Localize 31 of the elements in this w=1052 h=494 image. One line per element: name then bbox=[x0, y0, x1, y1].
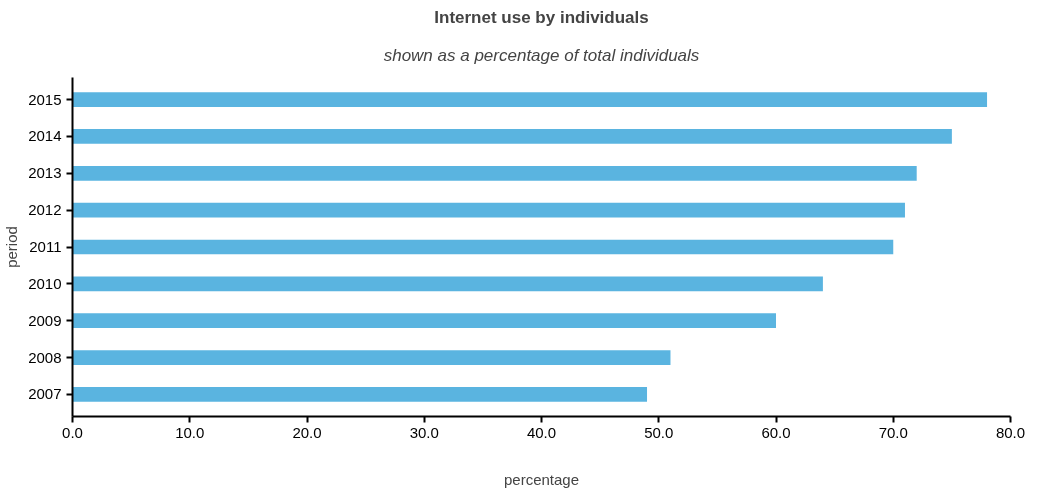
y-tick-label: 2013 bbox=[28, 164, 62, 182]
x-tick-label: 10.0 bbox=[175, 423, 205, 441]
y-tick-label: 2007 bbox=[28, 385, 62, 403]
y-tick-label: 2008 bbox=[28, 348, 62, 366]
bar bbox=[72, 276, 823, 292]
bar bbox=[72, 239, 894, 255]
y-tick-label: 2015 bbox=[28, 90, 62, 108]
x-tick-label: 50.0 bbox=[644, 423, 674, 441]
bar bbox=[72, 92, 988, 107]
bar bbox=[72, 387, 648, 402]
bar bbox=[72, 350, 671, 365]
x-tick-label: 0.0 bbox=[62, 423, 83, 441]
bar bbox=[72, 129, 952, 144]
y-tick-label: 2011 bbox=[29, 238, 62, 255]
chart-subtitle: shown as a percentage of total individuals bbox=[383, 46, 700, 65]
x-tick-label: 80.0 bbox=[995, 423, 1026, 441]
y-tick-label: 2012 bbox=[28, 201, 62, 219]
x-axis-title: percentage bbox=[503, 470, 580, 488]
bar bbox=[72, 165, 917, 181]
bar bbox=[72, 313, 776, 329]
y-tick-label: 2009 bbox=[28, 311, 62, 329]
y-tick-label: 2010 bbox=[28, 274, 62, 292]
x-tick-label: 60.0 bbox=[761, 423, 791, 441]
x-tick-label: 40.0 bbox=[526, 423, 557, 441]
x-tick-label: 30.0 bbox=[409, 423, 439, 441]
x-tick-label: 70.0 bbox=[878, 423, 908, 441]
chart-title: Internet use by individuals bbox=[434, 7, 649, 27]
y-tick-label: 2014 bbox=[28, 127, 62, 145]
bar bbox=[72, 202, 905, 218]
y-axis-title: period bbox=[3, 226, 21, 268]
x-tick-label: 20.0 bbox=[292, 423, 322, 441]
